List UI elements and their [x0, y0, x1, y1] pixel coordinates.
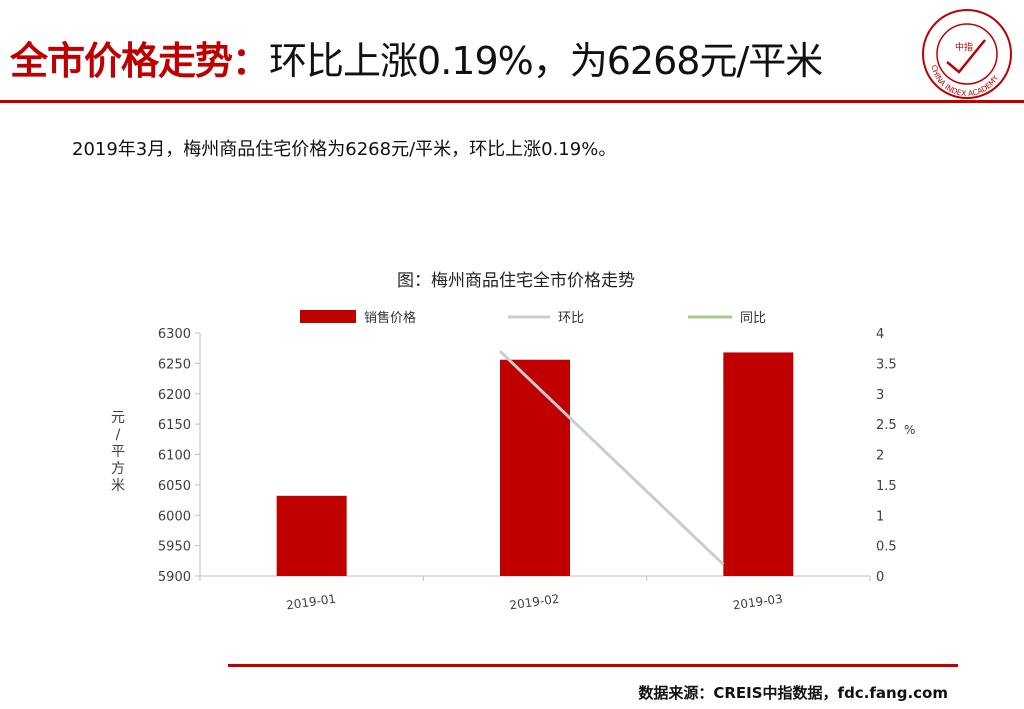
- price-bar: [723, 352, 794, 576]
- y-tick-label: 5950: [158, 540, 191, 555]
- axis-labels: 5900 5950 6000 6050 6100 6150 6200 6250 6300 0 0.5…: [111, 327, 915, 612]
- y2-tick-label: 0.5: [876, 540, 897, 555]
- y2-tick-label: 3.5: [876, 357, 897, 372]
- y2-tick-label: 3: [876, 388, 884, 403]
- y2-tick-label: 1.5: [876, 479, 897, 494]
- y2-unit-label: %: [904, 423, 915, 437]
- y-tick-label: 6200: [158, 388, 191, 403]
- x-tick-label: 2019-02: [509, 592, 561, 613]
- y-tick-label: 5900: [158, 570, 191, 585]
- logo-center: 中指: [955, 41, 973, 53]
- footer-divider: [228, 664, 958, 667]
- legend-label-mom: 环比: [558, 311, 584, 326]
- price-trend-chart: 图：梅州商品住宅全市价格走势 销售价格 环比 同比 5900 5950 6000 6050…: [111, 271, 915, 612]
- chart-legend: 销售价格 环比 同比: [300, 310, 766, 326]
- y-tick-label: 6300: [158, 327, 191, 342]
- logo-text: CHINA INDEX ACADEMY: [929, 64, 1000, 98]
- legend-label-price: 销售价格: [364, 310, 416, 326]
- y-tick-label: 6100: [158, 449, 191, 464]
- mom-line: [498, 350, 725, 566]
- data-source: 数据来源：CREIS中指数据，fdc.fang.com: [638, 684, 948, 702]
- y2-tick-label: 2.5: [876, 418, 897, 433]
- x-tick-label: 2019-01: [285, 592, 337, 613]
- price-bar: [276, 495, 347, 576]
- y-tick-label: 6150: [158, 418, 191, 433]
- y-tick-label: 6000: [158, 509, 191, 524]
- y-tick-label: 6250: [158, 357, 191, 372]
- line-series: [498, 350, 725, 566]
- y-axis-label-char: 方: [111, 461, 125, 477]
- y2-tick-label: 1: [876, 509, 884, 524]
- legend-label-yoy: 同比: [740, 311, 766, 326]
- header-divider: [0, 100, 1024, 103]
- y-axis-label-char: 元: [111, 410, 125, 426]
- x-tick-label: 2019-03: [732, 592, 784, 613]
- china-index-academy-logo: CHINA INDEX ACADEMY 中指: [922, 9, 1012, 99]
- y2-tick-label: 2: [876, 449, 884, 464]
- summary-text: 2019年3月，梅州商品住宅价格为6268元/平米，环比上涨0.19%。: [72, 139, 617, 160]
- page-title: 全市价格走势：环比上涨0.19%，为6268元/平米: [10, 30, 823, 85]
- bar-series: [276, 352, 794, 576]
- chart-title: 图：梅州商品住宅全市价格走势: [397, 271, 635, 291]
- y-axis-label-char: 米: [111, 478, 125, 494]
- title-prefix: 全市价格走势：: [10, 39, 270, 83]
- y-axis-label-char: 平: [111, 444, 125, 460]
- y2-tick-label: 4: [876, 327, 884, 342]
- y-axis-label-char: /: [116, 427, 121, 443]
- title-main: 环比上涨0.19%，为6268元/平米: [269, 39, 823, 83]
- y2-tick-label: 0: [876, 570, 884, 585]
- legend-swatch-price: [300, 310, 356, 323]
- y-tick-label: 6050: [158, 479, 191, 494]
- price-bar: [500, 359, 570, 576]
